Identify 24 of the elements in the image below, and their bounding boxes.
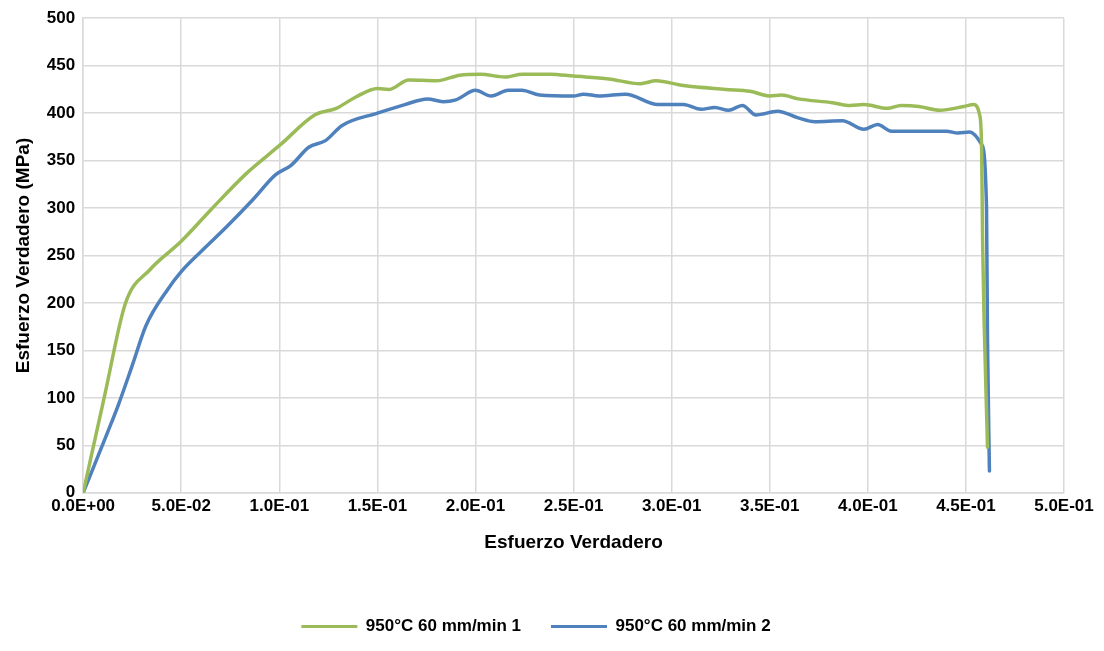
y-tick-label: 100 (46, 387, 76, 407)
y-tick-label: 300 (46, 197, 76, 217)
x-axis-title: Esfuerzo Verdadero (484, 530, 663, 552)
legend-label: 950°C 60 mm/min 1 (365, 616, 522, 636)
x-tick-label: 4.0E-01 (838, 495, 898, 515)
x-tick-label: 1.5E-01 (347, 495, 408, 515)
y-tick-label: 400 (46, 102, 76, 122)
x-tick-label: 3.5E-01 (739, 495, 800, 515)
y-tick-label: 500 (46, 7, 76, 27)
x-tick-label: 1.0E-01 (249, 495, 310, 515)
y-tick-label: 450 (46, 55, 76, 75)
x-tick-label: 2.5E-01 (543, 495, 604, 515)
x-tick-label: 5.0E-01 (1034, 495, 1094, 515)
x-tick-label: 4.5E-01 (936, 495, 996, 515)
x-tick-label: 2.0E-01 (445, 495, 506, 515)
y-tick-label: 50 (56, 435, 76, 455)
y-axis-title: Esfuerzo Verdadero (MPa) (11, 137, 33, 374)
y-tick-label: 150 (46, 340, 76, 360)
legend-label: 950°C 60 mm/min 2 (615, 616, 771, 636)
y-tick-label: 250 (46, 245, 76, 265)
x-tick-label: 5.0E-02 (151, 495, 212, 515)
y-tick-label: 350 (46, 150, 76, 170)
x-tick-label: 3.0E-01 (641, 495, 702, 515)
y-tick-label: 200 (46, 292, 76, 312)
